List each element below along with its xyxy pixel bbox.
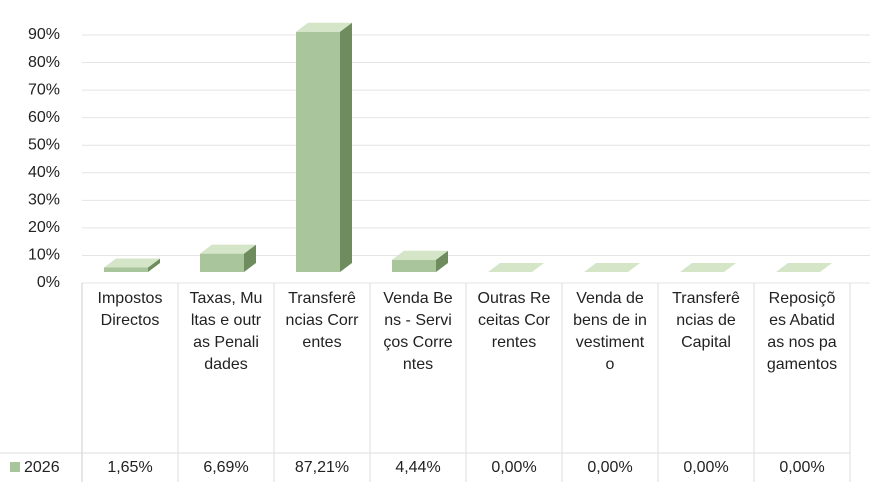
- y-tick-label: 50%: [28, 136, 60, 153]
- y-tick-label: 80%: [28, 54, 60, 71]
- bar-side: [244, 244, 256, 272]
- bar-top: [680, 263, 736, 272]
- y-tick-label: 10%: [28, 247, 60, 264]
- y-tick-label: 40%: [28, 164, 60, 181]
- data-label: 4,44%: [395, 459, 440, 476]
- y-tick-label: 70%: [28, 81, 60, 98]
- bar-top: [104, 258, 160, 268]
- bar-front: [392, 259, 436, 272]
- bar: [584, 263, 640, 272]
- data-label: 6,69%: [203, 459, 248, 476]
- x-tick-label: Reposições Abatidas nos pagamentos: [766, 290, 838, 373]
- data-label: 1,65%: [107, 459, 152, 476]
- legend-swatch: [10, 462, 20, 472]
- bar: [488, 263, 544, 272]
- bar-front: [104, 267, 148, 272]
- bar-top: [776, 263, 832, 272]
- bar: [104, 258, 160, 272]
- y-tick-label: 0%: [37, 274, 60, 291]
- data-label: 0,00%: [779, 459, 824, 476]
- x-tick-label: Venda de bens de investimento: [573, 290, 647, 373]
- x-tick-label: Transferências de Capital: [672, 290, 740, 351]
- bar-side: [436, 250, 448, 272]
- bar-front: [296, 31, 340, 272]
- x-tick-label: Taxas, Multas e outras Penalidades: [189, 290, 263, 373]
- bar: [680, 263, 736, 272]
- y-tick-label: 60%: [28, 109, 60, 126]
- data-label: 0,00%: [683, 459, 728, 476]
- bar-front: [200, 253, 244, 272]
- data-label: 0,00%: [587, 459, 632, 476]
- y-tick-label: 20%: [28, 219, 60, 236]
- y-tick-label: 90%: [28, 26, 60, 43]
- bar: [200, 244, 256, 272]
- bar: [296, 22, 352, 272]
- bar-side: [340, 22, 352, 272]
- bar-top: [296, 22, 352, 32]
- bar-top: [392, 250, 448, 260]
- data-label: 0,00%: [491, 459, 536, 476]
- bar-top: [488, 263, 544, 272]
- data-label: 87,21%: [295, 459, 349, 476]
- legend-label: 2026: [24, 459, 60, 476]
- bar-top: [584, 263, 640, 272]
- x-tick-label: Venda Bens - Serviços Correntes: [383, 290, 453, 373]
- x-tick-label: Transferências Correntes: [285, 290, 359, 351]
- bar-side: [148, 258, 160, 272]
- bar-top: [200, 244, 256, 254]
- bar: [776, 263, 832, 272]
- x-tick-label: Outras Receitas Correntes: [477, 290, 551, 351]
- x-tick-label: Impostos Directos: [97, 290, 163, 329]
- bar: [392, 250, 448, 272]
- y-tick-label: 30%: [28, 192, 60, 209]
